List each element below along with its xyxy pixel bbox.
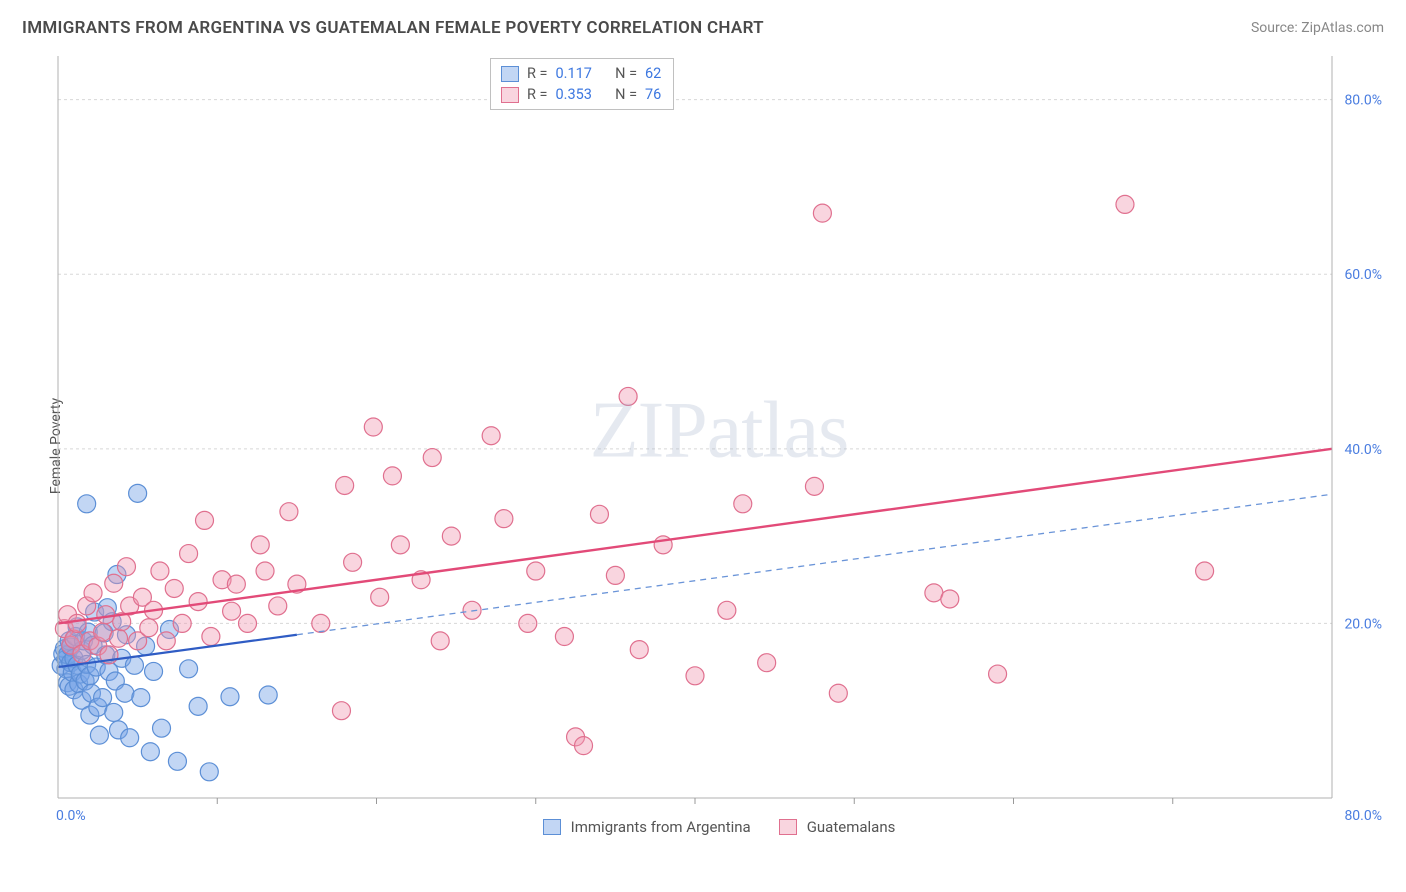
series-legend: Immigrants from Argentina Guatemalans — [50, 814, 1388, 840]
scatter-plot: 20.0%40.0%60.0%80.0%0.0%80.0% — [50, 52, 1388, 842]
correlation-legend: R = 0.117 N = 62 R = 0.353 N = 76 — [490, 58, 674, 110]
svg-text:40.0%: 40.0% — [1344, 442, 1382, 458]
legend-item-guatemalans: Guatemalans — [779, 818, 896, 836]
legend-label-guatemalans: Guatemalans — [807, 818, 896, 836]
svg-text:60.0%: 60.0% — [1344, 267, 1382, 283]
source-prefix: Source: — [1251, 20, 1301, 36]
n-prefix: N = — [615, 63, 637, 84]
r-prefix: R = — [527, 84, 548, 105]
r-value-argentina: 0.117 — [556, 63, 592, 84]
source-attribution: Source: ZipAtlas.com — [1251, 20, 1384, 36]
chart-title: IMMIGRANTS FROM ARGENTINA VS GUATEMALAN … — [22, 18, 764, 38]
svg-text:80.0%: 80.0% — [1344, 93, 1382, 109]
legend-label-argentina: Immigrants from Argentina — [571, 818, 751, 836]
swatch-guatemalans — [779, 819, 797, 835]
r-value-guatemalans: 0.353 — [556, 84, 592, 105]
swatch-argentina — [543, 819, 561, 835]
legend-item-argentina: Immigrants from Argentina — [543, 818, 751, 836]
swatch-argentina — [501, 66, 519, 82]
n-value-argentina: 62 — [645, 63, 661, 84]
n-value-guatemalans: 76 — [645, 84, 661, 105]
legend-row-guatemalans: R = 0.353 N = 76 — [501, 84, 661, 105]
r-prefix: R = — [527, 63, 548, 84]
chart-container: 20.0%40.0%60.0%80.0%0.0%80.0% ZIPatlas R… — [50, 52, 1388, 842]
n-prefix: N = — [615, 84, 637, 105]
legend-row-argentina: R = 0.117 N = 62 — [501, 63, 661, 84]
swatch-guatemalans — [501, 87, 519, 103]
source-link[interactable]: ZipAtlas.com — [1301, 20, 1384, 36]
svg-text:20.0%: 20.0% — [1344, 616, 1382, 632]
chart-header: IMMIGRANTS FROM ARGENTINA VS GUATEMALAN … — [22, 18, 1384, 38]
